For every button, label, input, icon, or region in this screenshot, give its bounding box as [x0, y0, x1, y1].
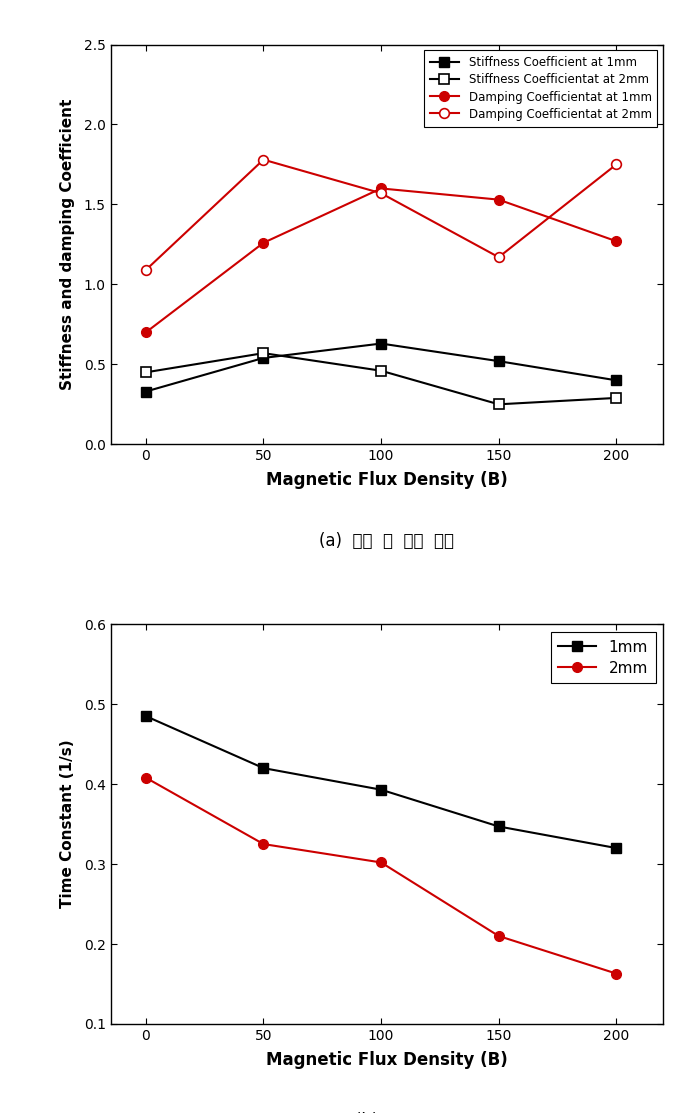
Stiffness Coefficient at 1mm — [495, 354, 503, 367]
Damping Coefficientat at 2mm — [377, 187, 385, 200]
Damping Coefficientat at 1mm — [377, 181, 385, 195]
Line: 2mm: 2mm — [141, 772, 621, 978]
Text: (a)  강성  및  댓핑  계수: (a) 강성 및 댓핑 계수 — [319, 532, 455, 550]
2mm — [142, 771, 150, 785]
Damping Coefficientat at 1mm — [142, 326, 150, 339]
Damping Coefficientat at 1mm — [495, 193, 503, 206]
1mm — [377, 784, 385, 797]
Stiffness Coefficient at 1mm — [612, 374, 621, 387]
Stiffness Coefficientat at 2mm — [495, 397, 503, 411]
Legend: 1mm, 2mm: 1mm, 2mm — [551, 632, 656, 683]
Line: 1mm: 1mm — [141, 711, 621, 853]
Y-axis label: Stiffness and damping Coefficient: Stiffness and damping Coefficient — [60, 99, 75, 390]
2mm — [612, 967, 621, 981]
Stiffness Coefficientat at 2mm — [142, 366, 150, 380]
Line: Stiffness Coefficientat at 2mm: Stiffness Coefficientat at 2mm — [141, 348, 621, 410]
Line: Damping Coefficientat at 2mm: Damping Coefficientat at 2mm — [141, 155, 621, 275]
Legend: Stiffness Coefficient at 1mm, Stiffness Coefficientat at 2mm, Damping Coefficien: Stiffness Coefficient at 1mm, Stiffness … — [424, 50, 657, 127]
Damping Coefficientat at 2mm — [612, 158, 621, 171]
Line: Damping Coefficientat at 1mm: Damping Coefficientat at 1mm — [141, 184, 621, 337]
Stiffness Coefficientat at 2mm — [259, 346, 267, 359]
Damping Coefficientat at 2mm — [259, 152, 267, 166]
Damping Coefficientat at 2mm — [142, 264, 150, 277]
2mm — [377, 856, 385, 869]
Stiffness Coefficient at 1mm — [377, 337, 385, 351]
1mm — [142, 709, 150, 722]
Stiffness Coefficient at 1mm — [259, 352, 267, 365]
X-axis label: Magnetic Flux Density (B): Magnetic Flux Density (B) — [266, 472, 508, 490]
Damping Coefficientat at 2mm — [495, 250, 503, 264]
2mm — [495, 929, 503, 943]
1mm — [612, 841, 621, 855]
Stiffness Coefficientat at 2mm — [612, 392, 621, 405]
Line: Stiffness Coefficient at 1mm: Stiffness Coefficient at 1mm — [141, 338, 621, 396]
2mm — [259, 837, 267, 850]
Stiffness Coefficient at 1mm — [142, 385, 150, 398]
1mm — [259, 761, 267, 775]
Stiffness Coefficientat at 2mm — [377, 364, 385, 377]
1mm — [495, 820, 503, 834]
Y-axis label: Time Constant (1/s): Time Constant (1/s) — [60, 740, 75, 908]
Damping Coefficientat at 1mm — [259, 236, 267, 249]
X-axis label: Magnetic Flux Density (B): Magnetic Flux Density (B) — [266, 1051, 508, 1070]
Damping Coefficientat at 1mm — [612, 235, 621, 248]
